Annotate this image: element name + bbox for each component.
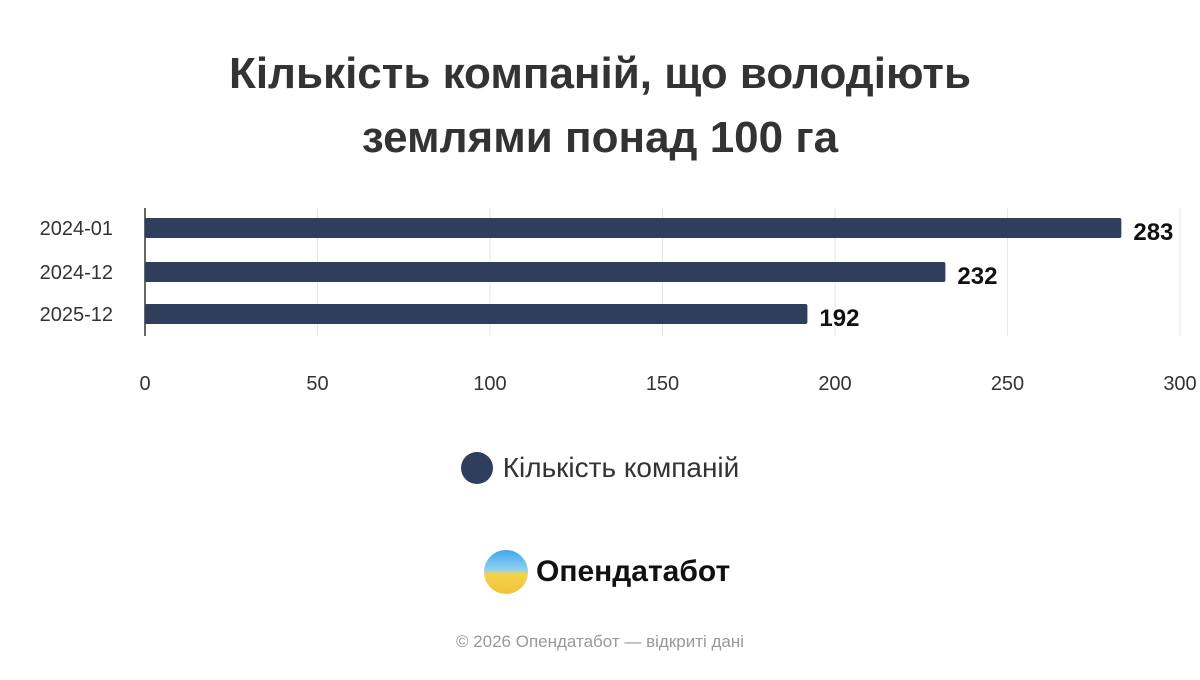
title-line-1: Кількість компаній, що володіють xyxy=(228,49,972,98)
data-label: 283 xyxy=(1133,219,1173,246)
footer-text: © 2026 Опендатабот — відкриті дані xyxy=(455,632,745,651)
data-label: 192 xyxy=(819,305,859,332)
x-tick-label: 100 xyxy=(473,373,506,395)
legend-marker xyxy=(460,452,493,484)
x-tick-label: 0 xyxy=(139,373,150,395)
bar-chart: 0 50 100 150 200 250 300 2024-01 283 2024-12 232 20… xyxy=(40,208,1197,395)
y-tick-label: 2024-01 xyxy=(40,218,113,240)
x-tick-label: 200 xyxy=(818,373,851,395)
x-tick-label: 150 xyxy=(646,373,679,395)
legend[interactable]: Кількість компаній xyxy=(0,452,1200,484)
data-label: 232 xyxy=(957,263,997,290)
bar xyxy=(145,218,1122,238)
y-tick-label: 2024-12 xyxy=(40,262,113,284)
title-line-2: землями понад 100 га xyxy=(361,113,839,162)
bar xyxy=(145,262,946,282)
x-tick-label: 300 xyxy=(1163,373,1196,395)
y-tick-label: 2025-12 xyxy=(40,304,113,326)
legend-label: Кількість компаній xyxy=(502,452,740,483)
logo-text: Опендатабот xyxy=(536,555,731,588)
logo-icon xyxy=(484,550,528,594)
x-tick-label: 50 xyxy=(306,373,328,395)
brand-logo: Опендатабот xyxy=(484,550,730,594)
bar xyxy=(145,304,808,324)
chart-title: Кількість компаній, що володіють землями… xyxy=(0,42,1200,170)
x-tick-label: 250 xyxy=(991,373,1024,395)
